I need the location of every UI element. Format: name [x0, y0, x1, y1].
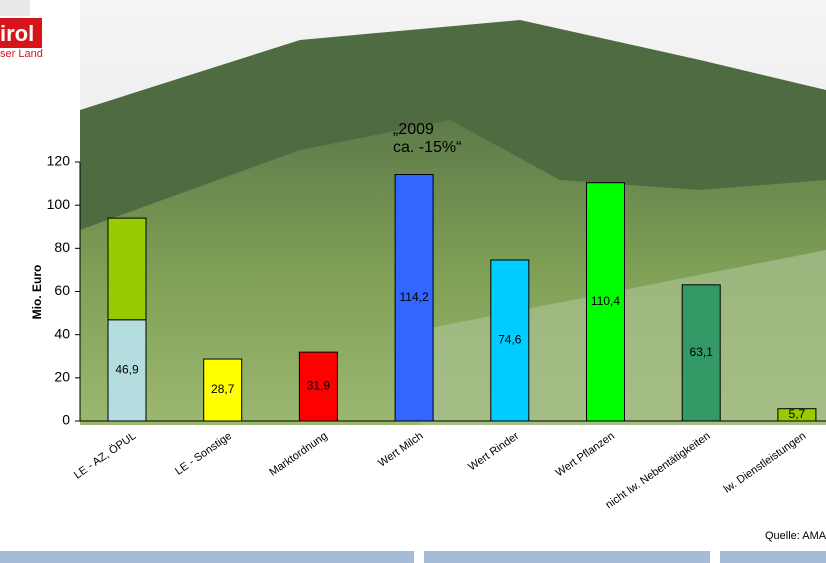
y-axis-label: Mio. Euro	[30, 265, 44, 320]
footer-bar	[720, 551, 826, 563]
logo-box	[0, 18, 42, 48]
value-label: 110,4	[591, 294, 620, 308]
value-label: 46,9	[115, 363, 139, 377]
bar	[107, 217, 147, 321]
logo-subtitle: ser Land	[0, 48, 43, 60]
bar	[298, 351, 338, 422]
y-tick-label: 60	[54, 282, 70, 298]
value-label: 28,7	[211, 382, 235, 396]
annotation: „2009	[393, 121, 434, 138]
y-tick-label: 100	[47, 196, 71, 212]
source: Quelle: AMA	[765, 530, 826, 542]
value-label: 31,9	[307, 379, 331, 393]
footer-bar	[0, 551, 414, 563]
bar	[490, 259, 530, 422]
logo-top	[0, 0, 30, 16]
y-tick-label: 20	[54, 369, 70, 385]
bar	[777, 408, 817, 422]
y-tick-label: 0	[62, 412, 70, 428]
bar	[681, 284, 721, 422]
bar	[394, 174, 434, 422]
annotation: ca. -15%“	[393, 139, 461, 156]
bar	[203, 358, 243, 422]
y-tick-label: 80	[54, 239, 70, 255]
footer-bar	[424, 551, 710, 563]
y-tick-label: 120	[47, 153, 71, 169]
y-tick-label: 40	[54, 325, 70, 341]
bar	[586, 182, 625, 422]
value-label: 5,7	[789, 407, 806, 421]
logo-title: irol	[0, 21, 34, 46]
value-label: 74,6	[498, 333, 522, 347]
value-label: 63,1	[690, 345, 714, 359]
value-label: 114,2	[400, 290, 429, 304]
